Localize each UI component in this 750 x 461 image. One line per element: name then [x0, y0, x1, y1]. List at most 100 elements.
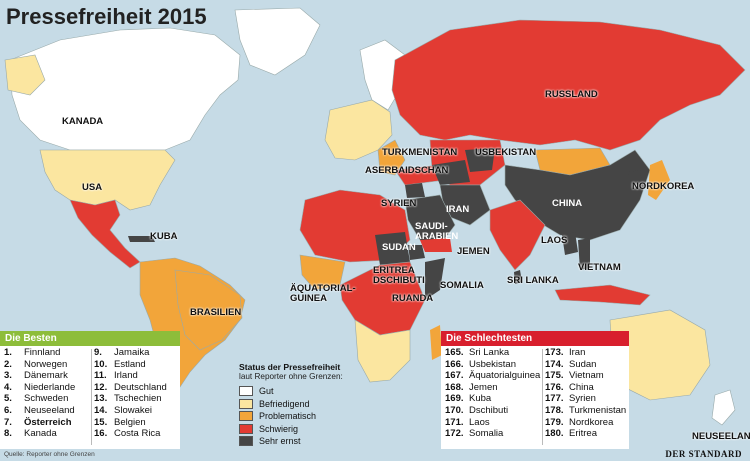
- country-neuseeland: [711, 389, 736, 426]
- rank-number: 9.: [94, 347, 102, 358]
- legend-swatch: [239, 436, 253, 447]
- rank-country: Kuba: [469, 393, 492, 405]
- country-sudan: [375, 232, 410, 265]
- label-china: CHINA: [552, 198, 583, 209]
- country-sri-lanka: [514, 270, 522, 284]
- rank-row-highlighted: 7. Österreich: [4, 417, 75, 429]
- rank-number: 168.: [445, 381, 464, 393]
- rank-row: 172. Somalia: [445, 428, 540, 440]
- rank-number: 169.: [445, 393, 464, 405]
- country-turkmenistan: [432, 160, 470, 185]
- rank-country: Iran: [569, 347, 586, 358]
- rank-row: 1. Finnland: [4, 347, 75, 359]
- rank-country: Dschibuti: [469, 404, 509, 416]
- label-nordkorea: NORDKOREA: [632, 181, 695, 192]
- legend-swatch: [239, 386, 253, 397]
- rank-country: Finnland: [24, 347, 61, 358]
- greenland: [234, 7, 321, 76]
- rank-number: 174.: [545, 358, 564, 370]
- rank-country: Eritrea: [569, 428, 597, 440]
- rank-country: Nordkorea: [569, 416, 614, 428]
- rank-row: 176. China: [545, 382, 626, 394]
- label-aserbaidschan: ASERBAIDSCHAN: [365, 165, 449, 176]
- rank-row: 177. Syrien: [545, 393, 626, 405]
- rank-number: 4.: [4, 381, 12, 393]
- rank-country: Norwegen: [24, 358, 68, 370]
- legend-swatch: [239, 398, 253, 409]
- rank-number: 180.: [545, 428, 564, 440]
- country-syrien: [405, 183, 425, 198]
- rank-country: Schweden: [24, 393, 69, 405]
- rank-row: 171. Laos: [445, 417, 540, 429]
- alaska: [4, 54, 46, 96]
- rank-row: 165. Sri Lanka: [445, 347, 540, 359]
- rank-country: Laos: [469, 416, 490, 428]
- rank-row: 167. Äquatorialguinea: [445, 370, 540, 382]
- best-column-2: 9. Jamaika 10. Estland 11. Irland 12. Deutsc…: [94, 347, 167, 440]
- rank-row: 12. Deutschland: [94, 382, 167, 394]
- rank-row: 15. Belgien: [94, 417, 167, 429]
- legend-label: Schwierig: [259, 423, 299, 434]
- rank-row: 16. Costa Rica: [94, 428, 167, 440]
- rank-row: 14. Slowakei: [94, 405, 167, 417]
- rank-row: 170. Dschibuti: [445, 405, 540, 417]
- label-jemen: JEMEN: [457, 246, 490, 257]
- rank-row: 4. Niederlande: [4, 382, 75, 394]
- rank-country: Slowakei: [114, 404, 153, 416]
- legend-title: Status der Pressefreiheit: [239, 362, 341, 372]
- legend-label: Gut: [259, 386, 274, 397]
- legend-item-schwierig: Schwierig: [239, 423, 371, 436]
- country-cuba: [128, 236, 155, 242]
- legend-item-befriedigend: Befriedigend: [239, 398, 371, 411]
- country-usbekistan: [465, 148, 495, 172]
- rank-number: 178.: [545, 404, 564, 416]
- label-usbekistan: USBEKISTAN: [475, 147, 537, 158]
- worst-countries-panel: Die Schlechtesten 165. Sri Lanka 166. Usbe…: [441, 331, 629, 449]
- country-russland: [391, 19, 746, 151]
- legend-label: Problematisch: [259, 411, 317, 422]
- country-india: [489, 199, 546, 271]
- country-japan: [648, 160, 670, 200]
- label-iran: IRAN: [446, 204, 470, 215]
- legend-label: Befriedigend: [259, 398, 310, 409]
- rank-country: Belgien: [114, 416, 146, 428]
- rank-row: 168. Jemen: [445, 382, 540, 394]
- source-note: Quelle: Reporter ohne Grenzen: [4, 451, 95, 458]
- rank-number: 2.: [4, 358, 12, 370]
- brand-logo: DER STANDARD: [665, 449, 742, 459]
- label-laos: LAOS: [541, 235, 568, 246]
- country-laos: [562, 232, 578, 255]
- rank-country: Jamaika: [114, 347, 150, 358]
- rank-country: Äquatorialguinea: [469, 370, 541, 382]
- rank-country: Vietnam: [569, 370, 604, 382]
- rank-country: Sudan: [569, 358, 597, 370]
- rank-number: 165.: [445, 347, 464, 358]
- region-southern-africa: [354, 319, 411, 383]
- worst-panel-header: Die Schlechtesten: [441, 331, 629, 346]
- country-eritrea: [408, 245, 425, 260]
- country-nordkorea: [628, 170, 642, 186]
- rank-row: 180. Eritrea: [545, 428, 626, 440]
- rank-country: Dänemark: [24, 370, 68, 382]
- rank-country: Estland: [114, 358, 146, 370]
- rank-row: 2. Norwegen: [4, 359, 75, 371]
- label-eritrea-dschibuti: ERITREA DSCHIBUTI: [373, 265, 425, 286]
- label-usa: USA: [82, 182, 103, 193]
- best-column-1: 1. Finnland 2. Norwegen 3. Dänemark 4. Niede…: [4, 347, 75, 440]
- rank-number: 8.: [4, 428, 12, 440]
- rank-row: 174. Sudan: [545, 359, 626, 371]
- rank-row: 9. Jamaika: [94, 347, 167, 359]
- rank-row: 8. Kanada: [4, 428, 75, 440]
- rank-number: 6.: [4, 404, 12, 416]
- legend-subtitle: laut Reporter ohne Grenzen:: [239, 372, 343, 381]
- country-usa: [39, 149, 176, 211]
- country-somalia: [425, 258, 445, 300]
- label-vietnam: VIETNAM: [578, 262, 621, 273]
- rank-number: 11.: [94, 370, 107, 382]
- rank-country: Jemen: [469, 381, 498, 393]
- rank-number: 179.: [545, 416, 564, 428]
- rank-number: 177.: [545, 393, 564, 405]
- rank-row: 10. Estland: [94, 359, 167, 371]
- label-saudi-arabien: SAUDI- ARABIEN: [415, 221, 459, 242]
